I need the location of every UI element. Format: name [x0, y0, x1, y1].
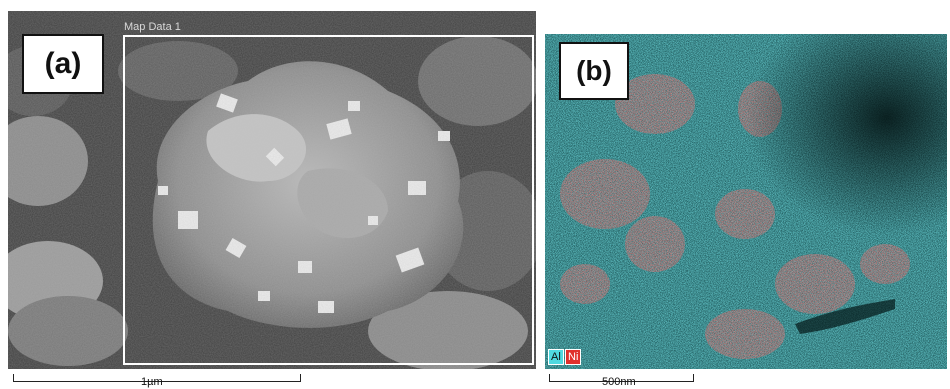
- scale-label-a: 1µm: [141, 376, 163, 388]
- scale-bar-a: [13, 374, 301, 382]
- mapped-region-frame: [123, 35, 534, 365]
- panel-label-b: (b): [559, 42, 629, 100]
- scale-bar-b: [549, 374, 694, 382]
- map-data-title: Map Data 1: [124, 21, 181, 33]
- legend-al: Al: [548, 349, 564, 365]
- sem-image-panel: (a) Map Data 1: [8, 11, 536, 369]
- scale-label-b: 500nm: [602, 376, 636, 388]
- panel-label-a: (a): [22, 34, 104, 94]
- eds-map-panel: (b) Al Ni: [545, 34, 947, 369]
- legend-ni: Ni: [565, 349, 582, 365]
- sem-micrograph: [8, 11, 536, 369]
